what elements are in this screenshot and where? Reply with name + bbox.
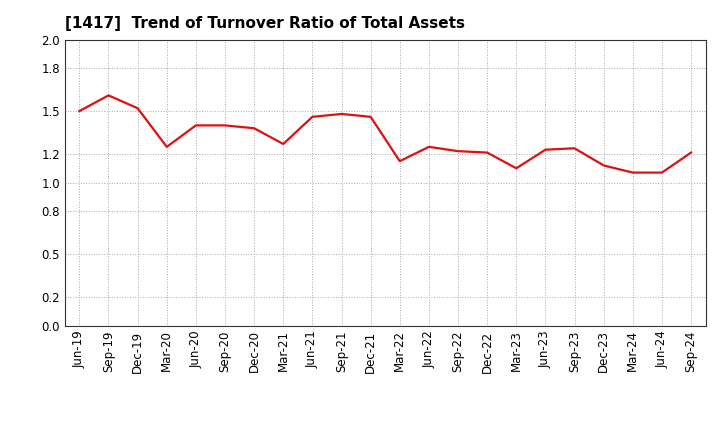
Text: [1417]  Trend of Turnover Ratio of Total Assets: [1417] Trend of Turnover Ratio of Total … xyxy=(65,16,465,32)
